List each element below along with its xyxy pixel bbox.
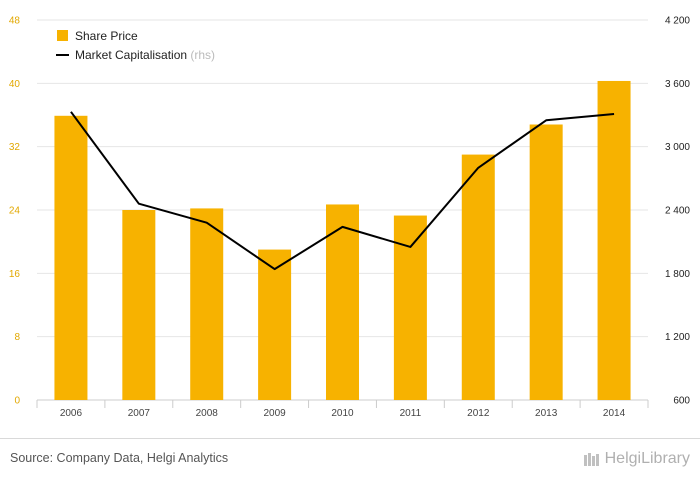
y-right-tick-label: 4 200 <box>665 16 690 27</box>
x-tick-label: 2013 <box>535 408 558 419</box>
legend-label-market-cap: Market Capitalisation (rhs) <box>75 48 215 62</box>
library-icon <box>583 453 599 466</box>
legend-swatch-share-price <box>57 30 68 41</box>
y-left-tick-label: 48 <box>9 16 21 27</box>
source-text: Source: Company Data, Helgi Analytics <box>10 451 229 465</box>
x-tick-label: 2012 <box>467 408 490 419</box>
y-right-tick-label: 3 000 <box>665 142 690 153</box>
y-right-tick-label: 600 <box>673 396 690 407</box>
chart: 0 8 16 24 32 40 48 600 1 200 1 800 2 400 3 000 3 600… <box>9 16 691 420</box>
y-left-tick-label: 16 <box>9 269 21 280</box>
x-tick-label: 2014 <box>603 408 626 419</box>
y-right-tick-label: 2 400 <box>665 206 690 217</box>
x-tick-label: 2007 <box>128 408 151 419</box>
legend-label-share-price: Share Price <box>75 29 138 43</box>
bar-share-price <box>461 154 495 400</box>
legend-rhs-note: (rhs) <box>190 48 215 62</box>
y-left-tick-label: 32 <box>9 142 21 153</box>
bar-share-price <box>190 208 224 400</box>
y-left-tick-label: 8 <box>14 332 20 343</box>
y-right-tick-label: 1 800 <box>665 269 690 280</box>
x-tick-label: 2010 <box>331 408 354 419</box>
brand-logo[interactable]: HelgiLibrary <box>583 449 690 469</box>
y-left-tick-label: 0 <box>14 396 20 407</box>
brand-name: HelgiLibrary <box>604 450 690 467</box>
y-left-tick-label: 40 <box>9 79 21 90</box>
y-right-tick-label: 1 200 <box>665 332 690 343</box>
bar-share-price <box>529 124 563 400</box>
y-left-tick-label: 24 <box>9 206 21 217</box>
bar-share-price <box>326 204 359 400</box>
footer-divider <box>0 438 700 439</box>
x-tick-label: 2009 <box>263 408 286 419</box>
bar-share-price <box>54 115 88 401</box>
y-right-tick-label: 3 600 <box>665 79 690 90</box>
bar-share-price <box>597 80 631 400</box>
x-tick-label: 2008 <box>196 408 219 419</box>
x-tick-label: 2011 <box>400 408 422 419</box>
bar-share-price <box>258 249 292 400</box>
x-tick-label: 2006 <box>60 408 83 419</box>
bar-share-price <box>122 210 156 400</box>
